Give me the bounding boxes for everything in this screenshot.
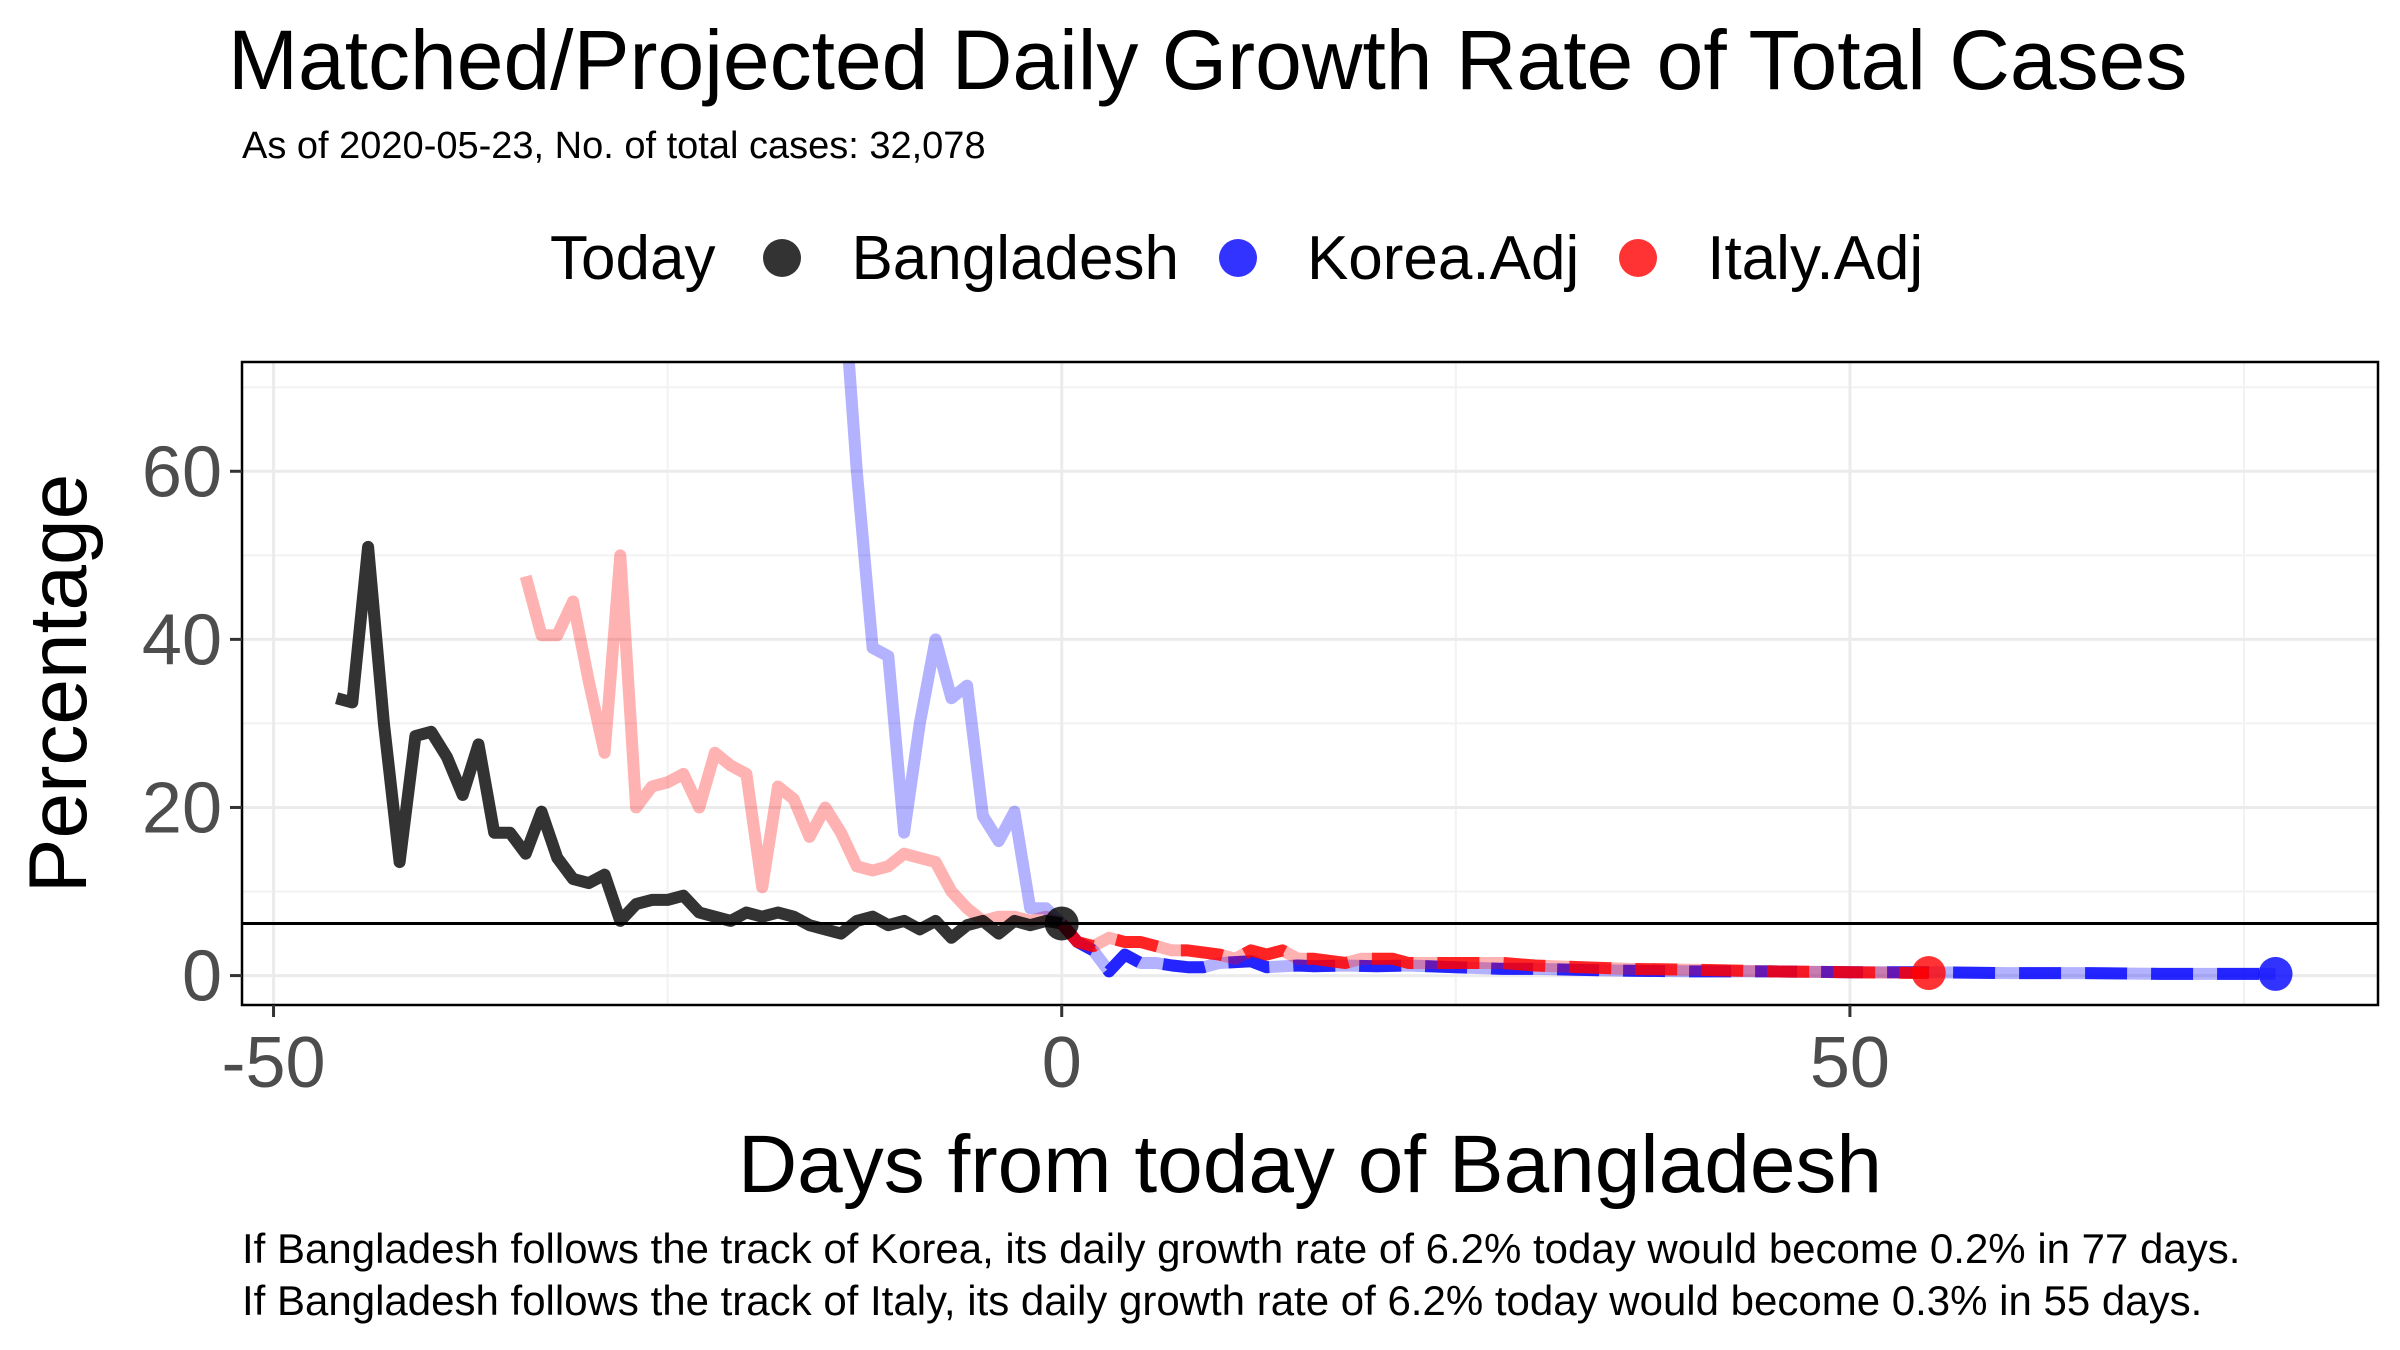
footnote-korea: If Bangladesh follows the track of Korea… [242, 1225, 2241, 1272]
legend-korea-dot-icon [1218, 239, 1257, 277]
y-axis-label: Percentage [13, 474, 104, 893]
legend-bangladesh-dot-icon [763, 239, 802, 277]
legend-item-italy: Italy.Adj [1619, 223, 1923, 294]
end-markers [1044, 906, 2293, 991]
italy-projection-line [1057, 919, 1929, 980]
x-tick-label: -50 [221, 1023, 325, 1103]
y-tick-label: 40 [142, 600, 222, 680]
y-tick-label: 0 [182, 937, 222, 1017]
x-tick-label: 0 [1042, 1023, 1082, 1103]
legend-item-bangladesh: Bangladesh [763, 223, 1179, 294]
italy-history-line [519, 549, 1065, 930]
legend-label-italy: Italy.Adj [1707, 223, 1924, 293]
legend-italy-dot-icon [1619, 239, 1658, 277]
plot-panel-border [240, 360, 2380, 1007]
legend: Today Bangladesh Korea.Adj Italy.Adj [550, 218, 1963, 298]
x-axis-label: Days from today of Bangladesh [738, 1119, 1882, 1210]
bangladesh-line [335, 540, 1063, 944]
y-tick-label: 60 [142, 432, 222, 512]
plot-background [242, 362, 2378, 1005]
projection-lines [1057, 919, 2276, 980]
legend-label-bangladesh: Bangladesh [851, 223, 1179, 293]
footnote-italy: If Bangladesh follows the track of Italy… [242, 1277, 2203, 1324]
y-tick-label: 20 [142, 768, 222, 848]
chart-title: Matched/Projected Daily Growth Rate of T… [228, 13, 2188, 107]
history-lines [335, 362, 1066, 944]
x-tick-label: 50 [1810, 1023, 1890, 1103]
korea-end-point [2258, 956, 2293, 991]
bangladesh-today-point [1044, 906, 1079, 941]
legend-item-korea: Korea.Adj [1218, 223, 1580, 294]
chart-subtitle: As of 2020-05-23, No. of total cases: 32… [242, 125, 986, 167]
korea-history-line [842, 362, 1066, 928]
legend-title: Today [550, 223, 716, 293]
grid [242, 362, 2378, 1005]
legend-label-korea: Korea.Adj [1306, 223, 1580, 293]
italy-end-point [1911, 956, 1946, 991]
